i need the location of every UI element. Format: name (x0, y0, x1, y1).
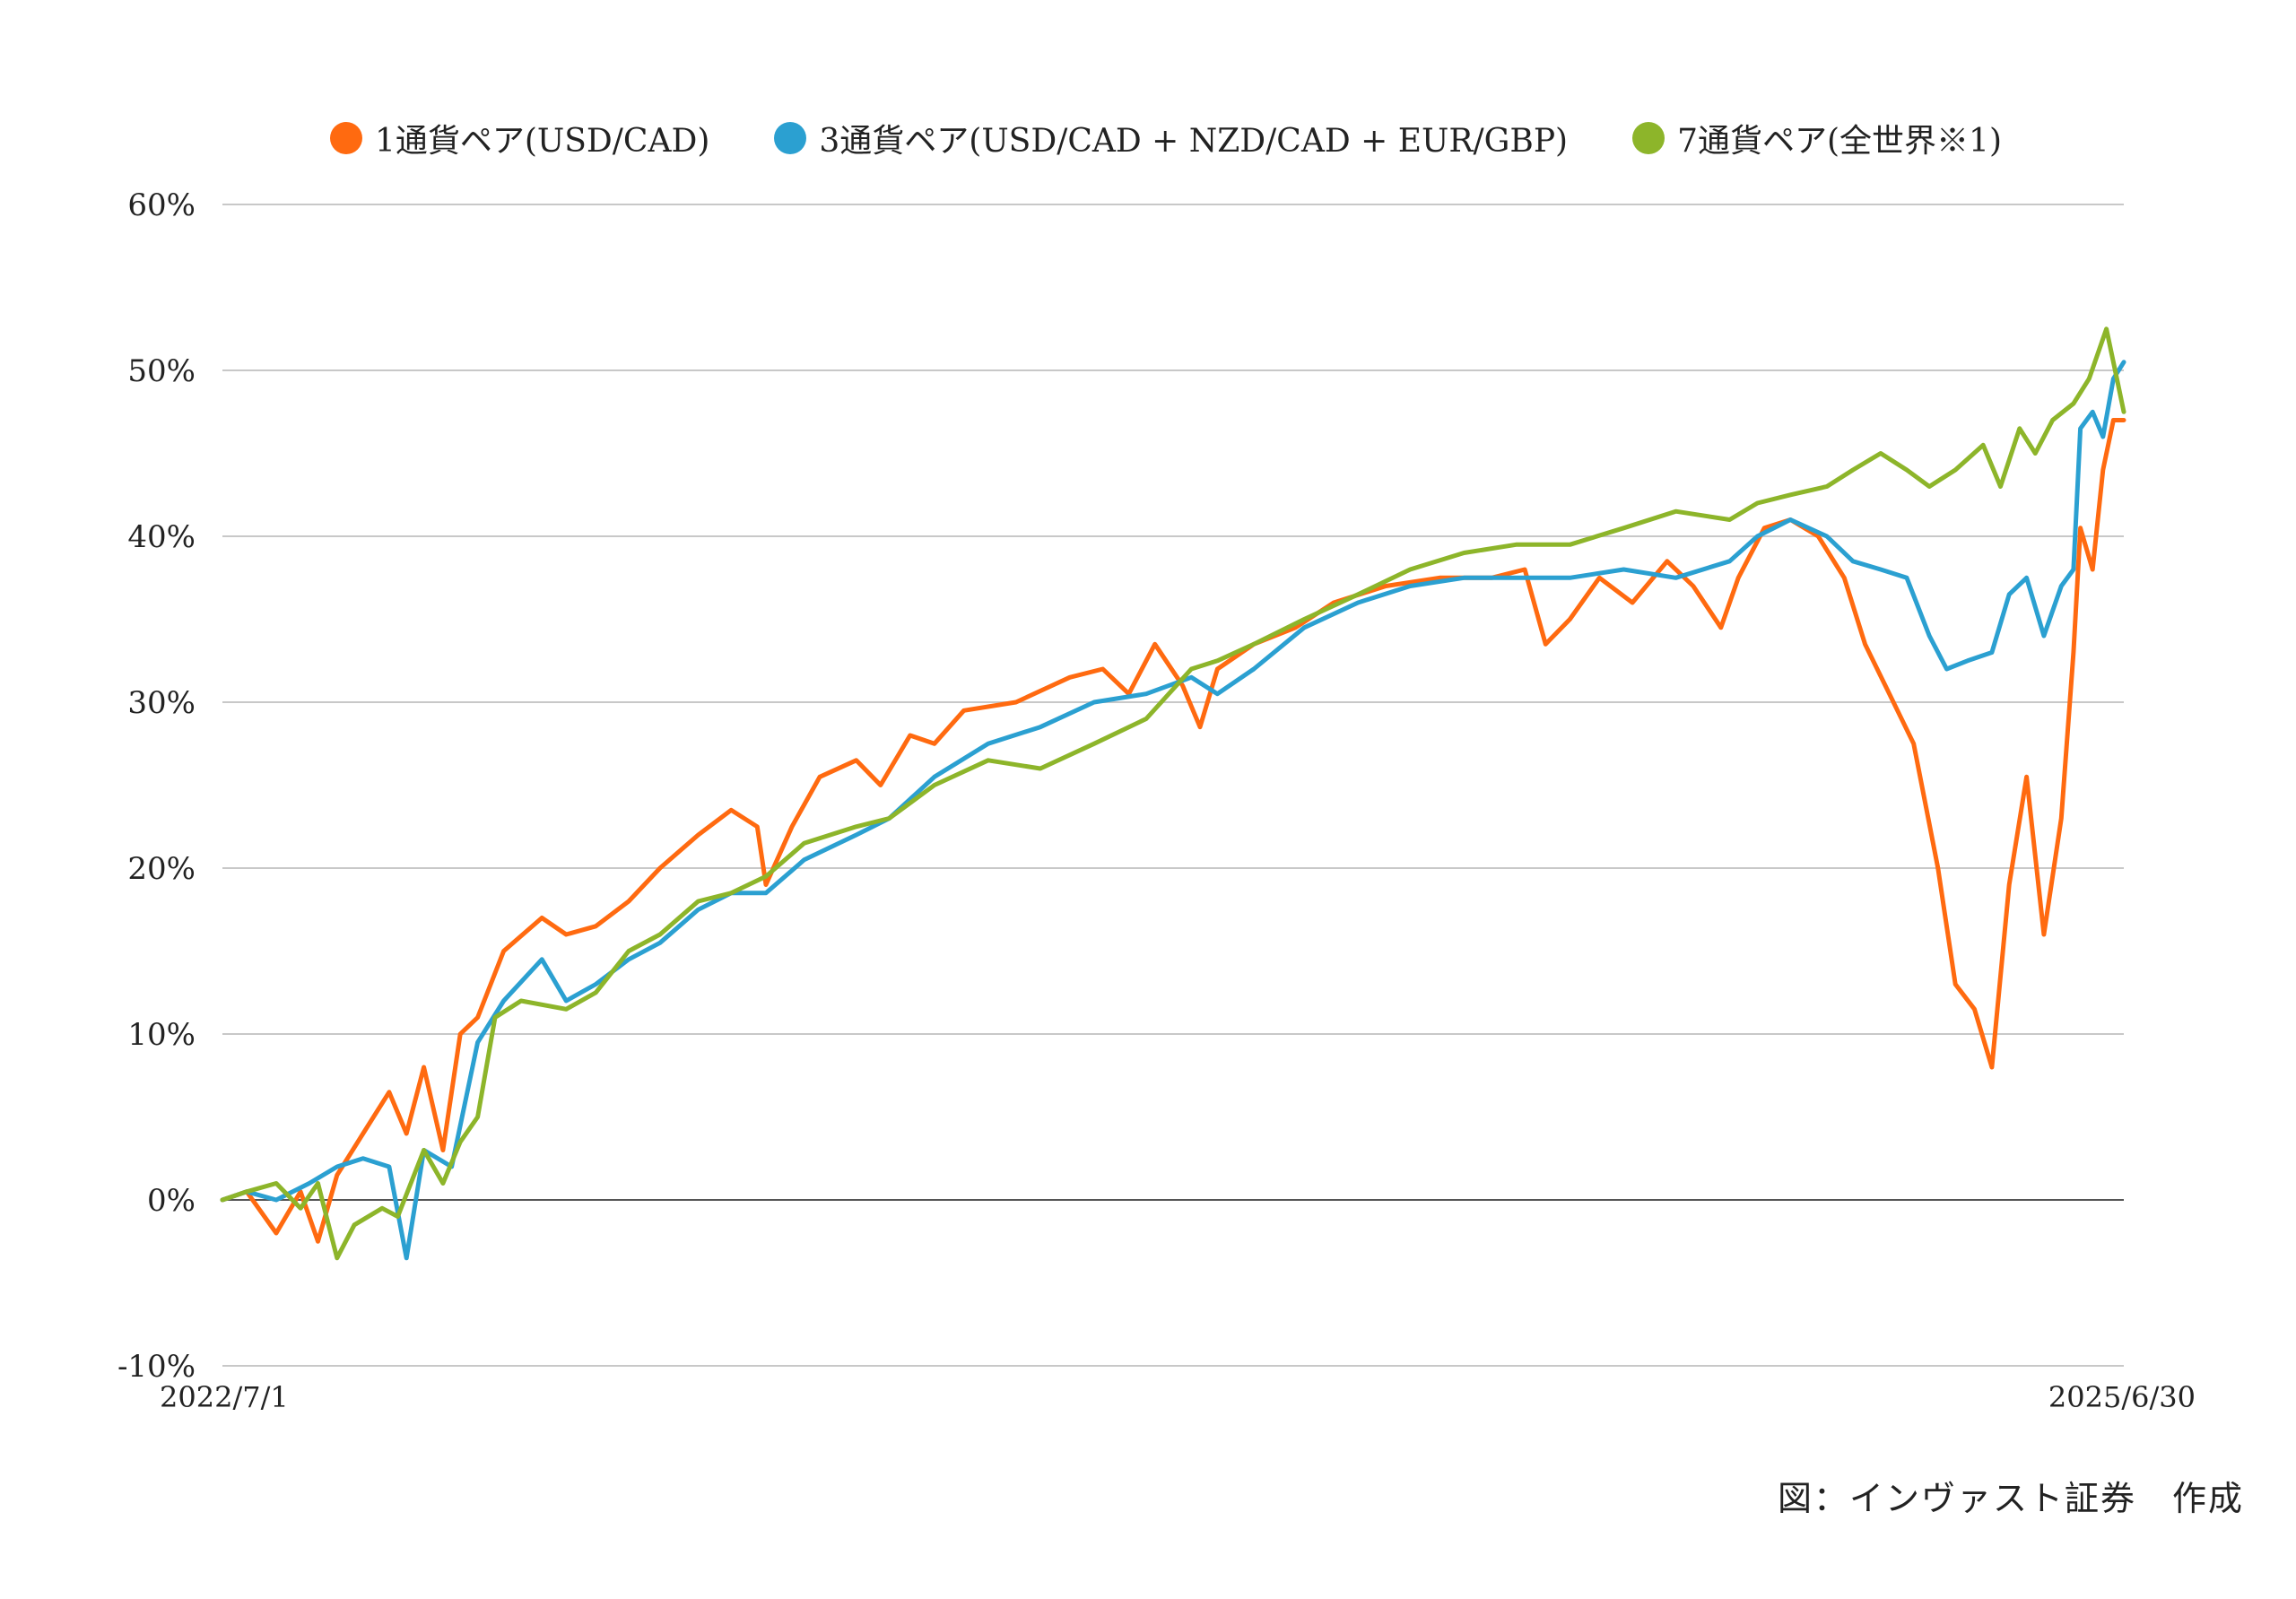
legend-dot-1pair (329, 122, 362, 154)
series-line-3pair (220, 360, 2126, 1261)
legend-item-7pair: 7通貨ペア(全世界※1) (1632, 115, 2002, 161)
y-tick-label: 60% (127, 187, 196, 223)
legend-label-3pair: 3通貨ペア(USD/CAD + NZD/CAD + EUR/GBP) (819, 123, 1569, 160)
legend-item-3pair: 3通貨ペア(USD/CAD + NZD/CAD + EUR/GBP) (774, 115, 1568, 161)
legend-dot-3pair (774, 122, 807, 154)
y-tick-label: -10% (117, 1349, 196, 1385)
y-tick-label: 30% (127, 685, 196, 721)
x-tick-label-end: 2025/6/30 (2048, 1380, 2196, 1414)
legend-item-1pair: 1通貨ペア(USD/CAD) (329, 115, 710, 161)
legend-dot-7pair (1632, 122, 1665, 154)
y-tick-label: 20% (127, 851, 196, 887)
series-line-1pair (220, 418, 2126, 1244)
y-tick-label: 0% (147, 1183, 196, 1219)
legend-label-1pair: 1通貨ペア(USD/CAD) (374, 123, 710, 160)
series-line-7pair (220, 326, 2126, 1261)
y-tick-label: 50% (127, 353, 196, 389)
legend: 1通貨ペア(USD/CAD) 3通貨ペア(USD/CAD + NZD/CAD +… (323, 115, 2009, 161)
y-tick-label: 10% (127, 1017, 196, 1053)
y-tick-label: 40% (127, 519, 196, 555)
legend-label-7pair: 7通貨ペア(全世界※1) (1677, 123, 2002, 160)
x-tick-label-start: 2022/7/1 (160, 1380, 289, 1414)
source-credit: 図：インヴァスト証券 作成 (1777, 1479, 2244, 1518)
